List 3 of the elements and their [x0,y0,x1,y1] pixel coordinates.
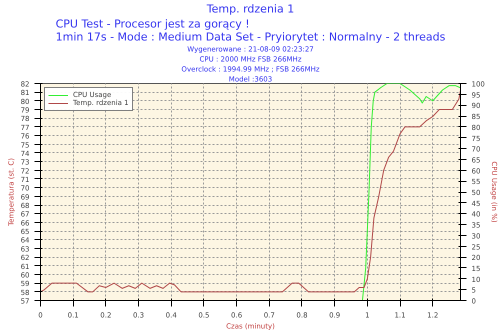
line-series [40,90,460,292]
chart-subtitle: CPU Test - Procesor jest za gorący ! 1min 17s - Mode : Medium Data Set - Pryiorytet : Normalny - 2 threads [56,18,446,44]
chart-title: Temp. rdzenia 1 [206,2,294,16]
